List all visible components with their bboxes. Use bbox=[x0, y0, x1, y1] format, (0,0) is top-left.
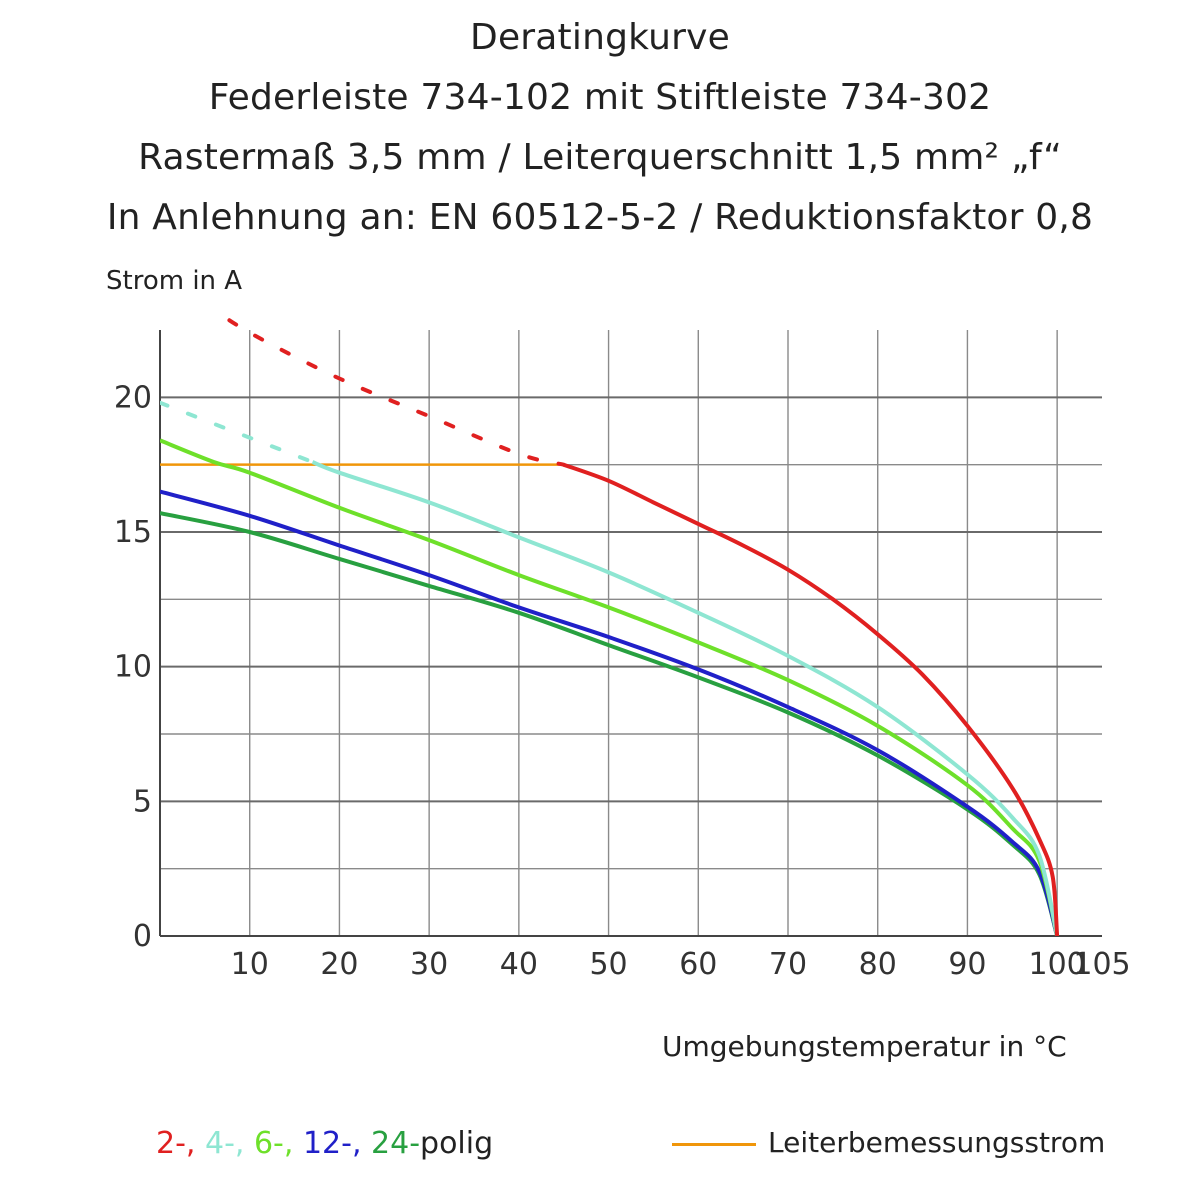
legend-poles-suffix: polig bbox=[420, 1126, 494, 1161]
x-tick-label-10: 10 bbox=[231, 947, 269, 982]
legend-reference-label: Leiterbemessungsstrom bbox=[768, 1126, 1106, 1159]
x-tick-label-105: 105 bbox=[1073, 947, 1130, 982]
x-tick-label-30: 30 bbox=[410, 947, 448, 982]
legend-poles-6: 6-, bbox=[253, 1126, 303, 1161]
series-12-polig-line bbox=[160, 489, 1060, 936]
y-tick-label-20: 20 bbox=[114, 380, 152, 415]
series-4-polig-dotted bbox=[160, 400, 315, 464]
legend-reference-swatch bbox=[672, 1142, 756, 1146]
series-4-polig-line bbox=[311, 460, 1060, 936]
x-tick-label-80: 80 bbox=[859, 947, 897, 982]
chart-subtitle-3: In Anlehnung an: EN 60512-5-2 / Reduktio… bbox=[106, 197, 1094, 238]
plot-area bbox=[160, 330, 1102, 936]
legend-poles-4: 4-, bbox=[204, 1126, 254, 1161]
legend-poles-12: 12-, bbox=[302, 1126, 372, 1161]
x-tick-label-60: 60 bbox=[679, 947, 717, 982]
y-tick-label-15: 15 bbox=[114, 515, 152, 550]
series-2-polig-line bbox=[563, 462, 1060, 936]
y-tick-label-0: 0 bbox=[133, 919, 152, 954]
x-tick-label-100: 100 bbox=[1029, 947, 1086, 982]
legend-poles-2: 2-, bbox=[156, 1126, 205, 1161]
chart-title: Deratingkurve bbox=[470, 17, 730, 58]
chart-subtitle-1: Federleiste 734-102 mit Stiftleiste 734-… bbox=[208, 77, 992, 118]
y-axis-label: Strom in A bbox=[106, 266, 243, 296]
chart-subtitle-2: Rastermaß 3,5 mm / Leiterquerschnitt 1,5… bbox=[138, 137, 1062, 178]
legend-poles-24: 24- bbox=[371, 1126, 421, 1161]
x-axis-label: Umgebungstemperatur in °C bbox=[662, 1030, 1067, 1063]
chart-titles: Deratingkurve Federleiste 734-102 mit St… bbox=[0, 8, 1200, 248]
x-tick-label-40: 40 bbox=[500, 947, 538, 982]
x-tick-label-90: 90 bbox=[948, 947, 986, 982]
x-tick-label-20: 20 bbox=[320, 947, 358, 982]
x-tick-label-50: 50 bbox=[589, 947, 627, 982]
x-tick-label-70: 70 bbox=[769, 947, 807, 982]
legend-poles: 2-, 4-, 6-, 12-, 24-polig bbox=[156, 1126, 493, 1161]
y-tick-label-10: 10 bbox=[114, 650, 152, 685]
series-6-polig-line bbox=[160, 438, 1060, 936]
y-tick-label-5: 5 bbox=[133, 784, 152, 819]
legend-reference: Leiterbemessungsstrom bbox=[672, 1126, 1105, 1159]
